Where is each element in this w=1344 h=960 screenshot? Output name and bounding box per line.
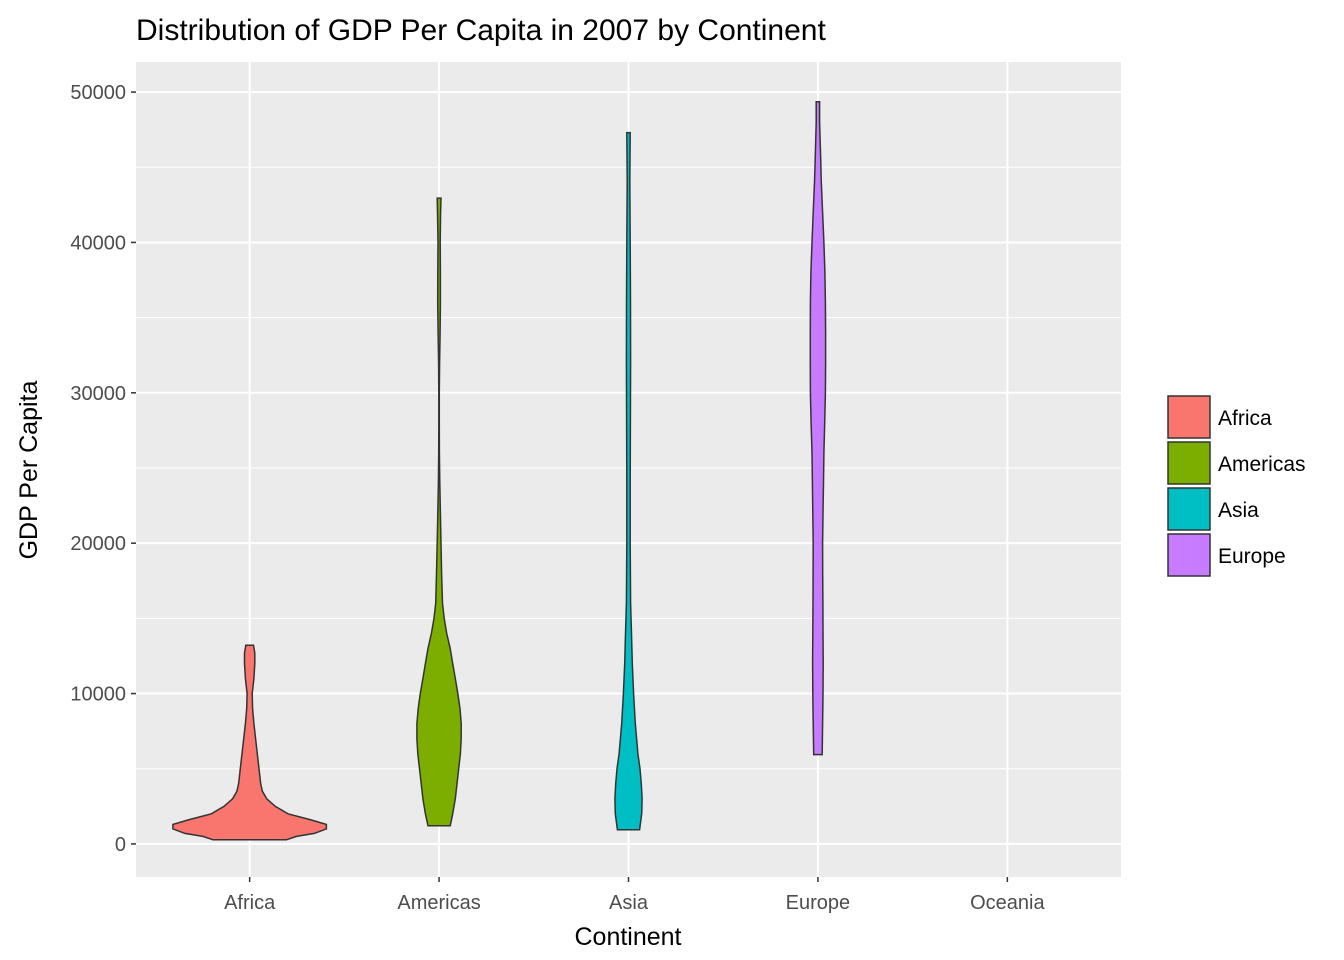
violin-americas: [416, 197, 462, 827]
legend-key-asia: [1167, 487, 1211, 531]
x-tick-label: Europe: [786, 892, 851, 914]
y-axis: 0 10000 20000 30000 40000 50000: [70, 82, 136, 856]
x-tick-label: Asia: [609, 892, 649, 914]
violins: [172, 100, 827, 841]
legend-label: Europe: [1218, 545, 1286, 568]
legend: Africa Americas Asia Europe: [1167, 395, 1306, 577]
violin-asia: [614, 131, 643, 831]
legend-key-europe: [1167, 533, 1211, 577]
y-tick-label: 30000: [70, 383, 126, 405]
violin-africa: [172, 644, 328, 841]
x-tick-label: Americas: [397, 892, 480, 914]
legend-label: Asia: [1218, 499, 1259, 522]
x-tick-label: Oceania: [970, 892, 1045, 914]
y-axis-title: GDP Per Capita: [15, 381, 43, 560]
x-axis: Africa Americas Asia Europe Oceania: [224, 877, 1045, 914]
y-tick-label: 20000: [70, 533, 126, 555]
legend-label: Africa: [1218, 407, 1272, 430]
y-tick-label: 50000: [70, 82, 126, 104]
x-axis-title: Continent: [574, 923, 681, 951]
violin-europe: [809, 100, 827, 756]
y-tick-label: 10000: [70, 684, 126, 706]
legend-key-americas: [1167, 441, 1211, 485]
y-tick-label: 40000: [70, 232, 126, 254]
y-tick-label: 0: [115, 834, 126, 856]
x-tick-label: Africa: [224, 892, 276, 914]
legend-key-africa: [1167, 395, 1211, 439]
legend-label: Americas: [1218, 453, 1306, 476]
chart-title: Distribution of GDP Per Capita in 2007 b…: [136, 14, 826, 47]
